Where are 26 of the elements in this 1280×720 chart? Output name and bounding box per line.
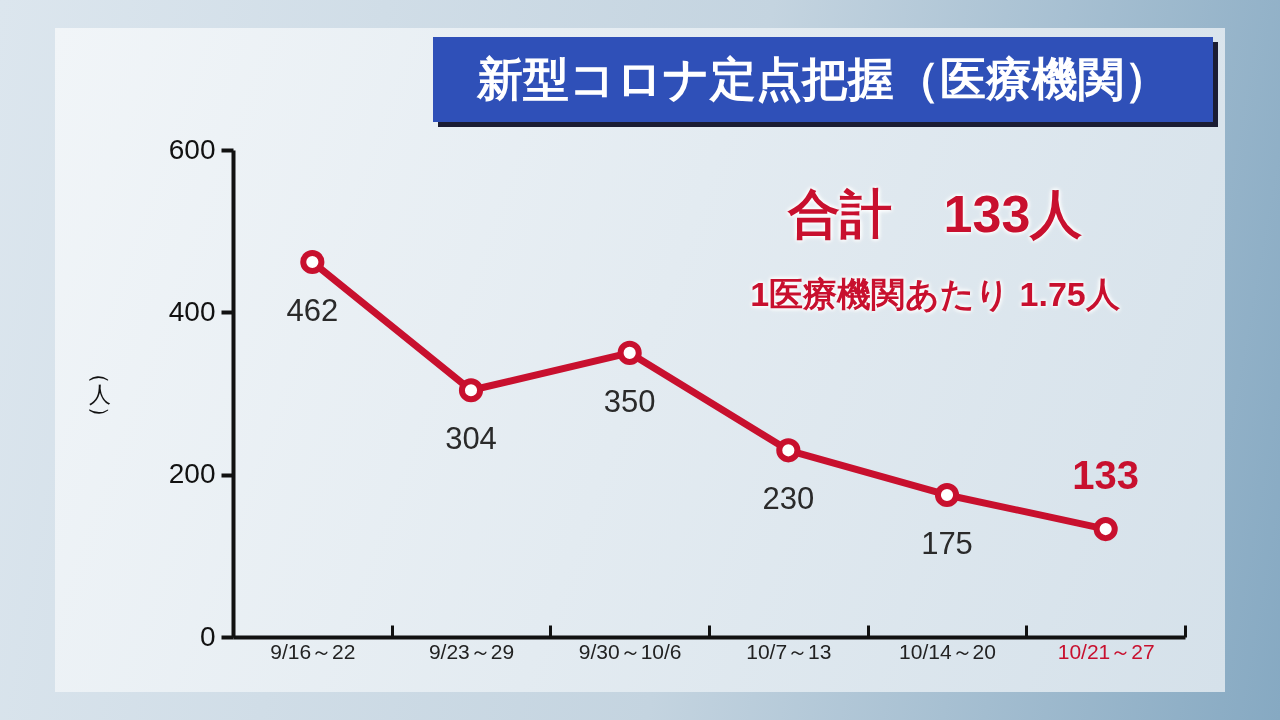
chart-title: 新型コロナ定点把握（医療機関） (433, 37, 1213, 122)
x-tick-label: 9/23～29 (428, 639, 515, 663)
annotation: 合計 133人 (786, 184, 1084, 245)
point (300, 249, 325, 275)
y-tick-label: 400 (168, 295, 216, 327)
point (617, 340, 642, 365)
point (776, 438, 801, 463)
x-tick-label: 10/14～20 (899, 639, 996, 663)
data-label: 175 (921, 525, 973, 561)
x-tick-label: 10/21～27 (1057, 639, 1155, 663)
y-tick-label: 0 (199, 620, 216, 652)
y-tick-label: 200 (168, 458, 216, 490)
annotation: 1医療機関あたり 1.75人 (749, 274, 1121, 315)
data-label: 350 (603, 383, 656, 419)
data-label: 462 (286, 293, 339, 329)
point (934, 482, 960, 508)
point (1093, 516, 1118, 542)
y-axis-title: （人） (88, 361, 113, 429)
x-tick-label: 10/7～13 (746, 639, 832, 663)
data-label: 304 (445, 421, 497, 457)
data-label: 230 (762, 481, 815, 517)
y-tick-label: 600 (168, 133, 216, 165)
x-tick-label: 9/16～22 (270, 639, 356, 663)
x-tick-label: 9/30～10/6 (578, 639, 682, 663)
data-label: 133 (1072, 453, 1140, 498)
point (458, 378, 484, 403)
